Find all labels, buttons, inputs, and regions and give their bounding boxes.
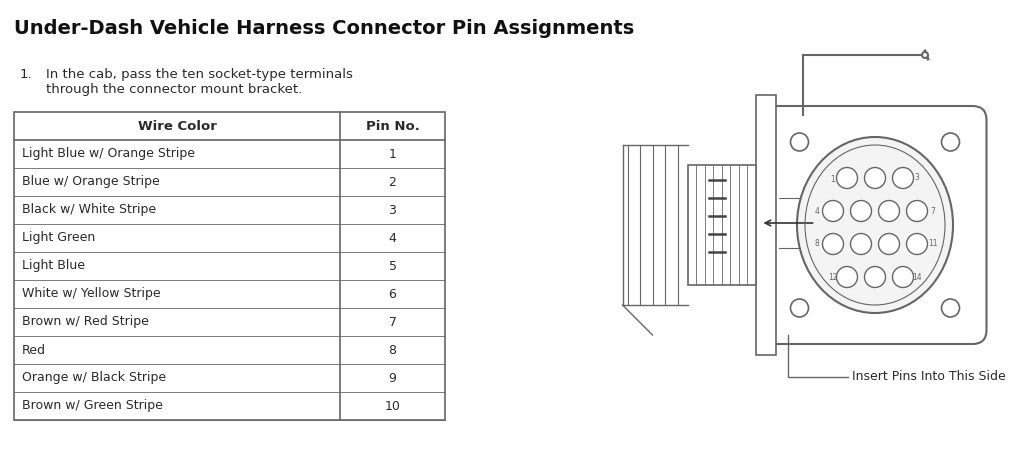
Circle shape [791, 299, 809, 317]
Text: 1: 1 [830, 175, 836, 184]
Text: 3: 3 [914, 174, 920, 183]
Circle shape [822, 200, 844, 221]
Text: 7: 7 [388, 316, 396, 328]
Text: 11: 11 [928, 240, 938, 248]
Text: 3: 3 [388, 204, 396, 217]
Text: 8: 8 [815, 240, 819, 248]
Text: Light Blue w/ Orange Stripe: Light Blue w/ Orange Stripe [22, 148, 195, 161]
Circle shape [906, 234, 928, 255]
Ellipse shape [797, 137, 953, 313]
Text: Blue w/ Orange Stripe: Blue w/ Orange Stripe [22, 176, 160, 189]
Circle shape [851, 234, 871, 255]
Text: Insert Pins Into This Side: Insert Pins Into This Side [853, 370, 1007, 383]
Text: 4: 4 [814, 206, 819, 215]
Circle shape [941, 299, 959, 317]
Text: 6: 6 [388, 288, 396, 300]
Text: 10: 10 [385, 399, 400, 412]
Text: White w/ Yellow Stripe: White w/ Yellow Stripe [22, 288, 161, 300]
Text: 5: 5 [388, 260, 396, 273]
Text: 12: 12 [828, 273, 838, 282]
Text: Black w/ White Stripe: Black w/ White Stripe [22, 204, 156, 217]
Text: Red: Red [22, 344, 46, 356]
Circle shape [879, 234, 899, 255]
Text: 4: 4 [388, 232, 396, 245]
Circle shape [851, 200, 871, 221]
Text: 8: 8 [388, 344, 396, 356]
Text: Light Blue: Light Blue [22, 260, 85, 273]
Text: Under-Dash Vehicle Harness Connector Pin Assignments: Under-Dash Vehicle Harness Connector Pin… [14, 19, 634, 37]
Text: Brown w/ Red Stripe: Brown w/ Red Stripe [22, 316, 148, 328]
Circle shape [864, 168, 886, 189]
Text: Pin No.: Pin No. [366, 120, 420, 133]
Bar [687, 165, 756, 285]
Circle shape [879, 200, 899, 221]
Circle shape [906, 200, 928, 221]
Text: Light Green: Light Green [22, 232, 95, 245]
Text: 1.: 1. [20, 68, 33, 81]
Circle shape [837, 267, 857, 288]
Circle shape [864, 267, 886, 288]
Text: 9: 9 [388, 372, 396, 384]
Circle shape [941, 133, 959, 151]
Text: In the cab, pass the ten socket-type terminals
through the connector mount brack: In the cab, pass the ten socket-type ter… [46, 68, 353, 96]
Circle shape [893, 168, 913, 189]
Text: 1: 1 [388, 148, 396, 161]
Text: Orange w/ Black Stripe: Orange w/ Black Stripe [22, 372, 166, 384]
Text: Brown w/ Green Stripe: Brown w/ Green Stripe [22, 399, 163, 412]
Bar [14, 112, 445, 420]
Text: 14: 14 [912, 273, 922, 282]
Circle shape [822, 234, 844, 255]
Circle shape [791, 133, 809, 151]
Circle shape [837, 168, 857, 189]
Bar [756, 95, 775, 355]
FancyBboxPatch shape [764, 106, 986, 344]
Text: 7: 7 [931, 206, 936, 215]
Text: Wire Color: Wire Color [137, 120, 216, 133]
Circle shape [922, 52, 928, 58]
Circle shape [893, 267, 913, 288]
Text: 2: 2 [388, 176, 396, 189]
